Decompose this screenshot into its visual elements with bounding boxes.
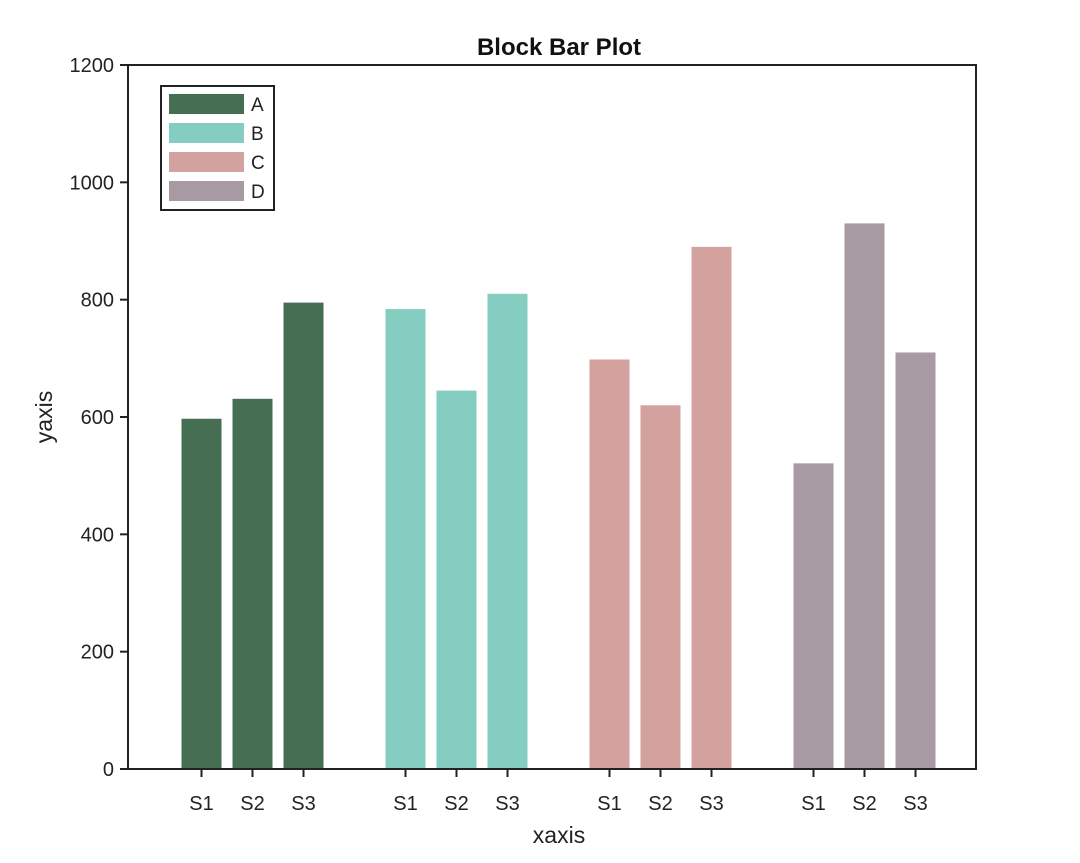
x-tick-label: S1	[393, 793, 417, 815]
legend-swatch-a	[169, 94, 244, 114]
legend-swatch-d	[169, 181, 244, 201]
x-tick-label: S2	[648, 793, 672, 815]
x-axis: S1 S2 S3 S1 S2 S3 S1 S2 S3 S1 S2 S3	[189, 769, 928, 815]
legend-swatch-b	[169, 123, 244, 143]
bar-a-s3	[283, 302, 324, 769]
y-tick-label: 800	[81, 290, 114, 312]
legend-label-a: A	[251, 95, 264, 116]
x-tick-label: S3	[699, 793, 723, 815]
y-tick-label: 0	[103, 759, 114, 781]
legend-label-d: D	[251, 182, 265, 203]
y-tick-label: 200	[81, 642, 114, 664]
x-tick-label: S1	[801, 793, 825, 815]
bar-b-s3	[487, 293, 528, 769]
x-axis-label: xaxis	[533, 822, 585, 848]
x-tick-label: S3	[291, 793, 315, 815]
y-tick-label: 600	[81, 407, 114, 429]
chart-title: Block Bar Plot	[477, 34, 641, 61]
y-axis: 0 200 400 600 800 1000 1200	[70, 55, 128, 781]
bar-d-s1	[793, 463, 834, 769]
x-tick-label: S2	[240, 793, 264, 815]
x-tick-label: S3	[903, 793, 927, 815]
legend-swatch-c	[169, 152, 244, 172]
x-tick-label: S2	[852, 793, 876, 815]
bar-c-s1	[589, 359, 630, 769]
bar-b-s2	[436, 390, 477, 769]
y-tick-label: 1000	[70, 172, 115, 194]
y-tick-label: 1200	[70, 55, 115, 77]
y-tick-label: 400	[81, 524, 114, 546]
bar-b-s1	[385, 309, 426, 769]
x-tick-label: S2	[444, 793, 468, 815]
x-tick-label: S1	[597, 793, 621, 815]
bar-a-s1	[181, 418, 222, 769]
x-tick-label: S3	[495, 793, 519, 815]
bar-a-s2	[232, 398, 273, 769]
bar-d-s2	[844, 223, 885, 769]
bar-c-s2	[640, 405, 681, 769]
bar-c-s3	[691, 246, 732, 769]
legend-label-b: B	[251, 124, 264, 145]
legend-label-c: C	[251, 153, 265, 174]
x-tick-label: S1	[189, 793, 213, 815]
bar-d-s3	[895, 352, 936, 769]
y-axis-label: yaxis	[31, 391, 57, 443]
bars-layer	[181, 223, 936, 769]
